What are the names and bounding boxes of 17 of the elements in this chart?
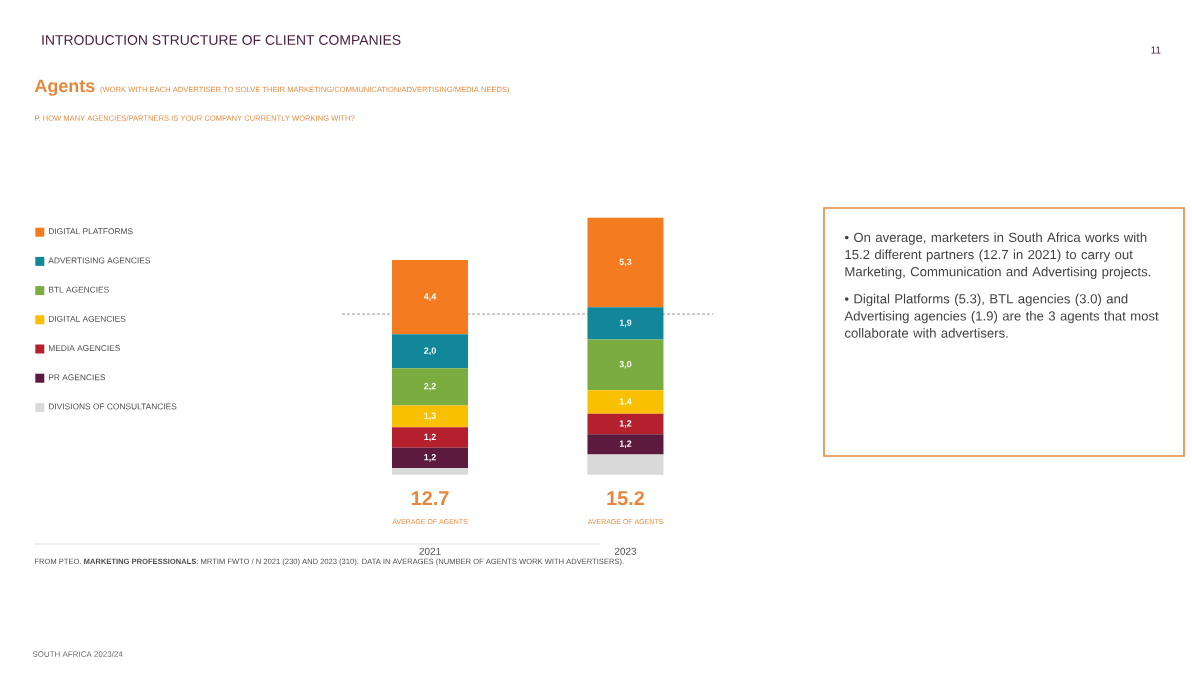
bar xyxy=(587,339,664,391)
bar xyxy=(587,307,664,340)
bar xyxy=(392,405,469,428)
bar xyxy=(392,467,469,475)
bar xyxy=(587,413,664,435)
bar xyxy=(587,434,664,455)
bar xyxy=(392,447,469,468)
bar xyxy=(587,454,664,475)
total-label: 15.2 xyxy=(607,491,645,506)
bar xyxy=(392,259,469,335)
bar xyxy=(587,390,664,414)
bar xyxy=(587,217,664,308)
bar xyxy=(392,427,469,448)
total-label: 12.7 xyxy=(411,491,449,506)
bar xyxy=(392,334,469,369)
bar xyxy=(392,368,469,406)
text: Agents xyxy=(34,79,95,96)
